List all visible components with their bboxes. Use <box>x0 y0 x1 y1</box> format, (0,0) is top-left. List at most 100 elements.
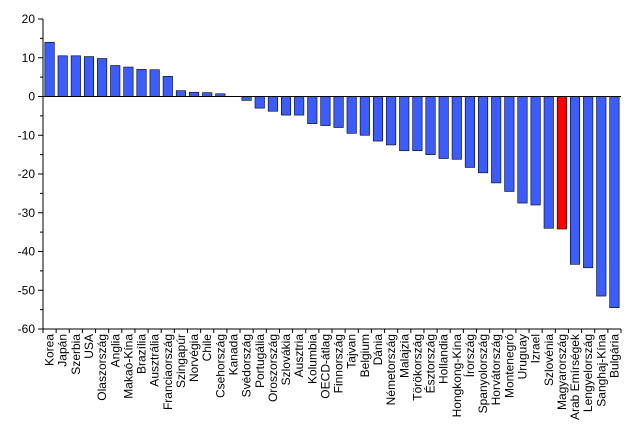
bar <box>596 96 607 297</box>
bars <box>44 41 620 308</box>
bar <box>189 91 200 97</box>
bar <box>478 96 489 174</box>
bar <box>464 96 475 168</box>
bar <box>254 96 265 109</box>
y-tick-label: -40 <box>18 245 36 259</box>
category-label: Dánia <box>371 334 385 366</box>
bar <box>359 96 370 136</box>
y-tick-label: -30 <box>18 206 36 220</box>
bar <box>386 96 397 146</box>
bar <box>438 96 449 159</box>
category-label: Japán <box>56 334 70 367</box>
category-label: Montenegró <box>502 334 516 398</box>
category-label: Szlovénia <box>542 334 556 386</box>
bar <box>70 55 81 97</box>
y-tick-label: -60 <box>18 322 36 336</box>
bar <box>97 58 108 97</box>
category-label: Írország <box>462 334 477 377</box>
category-label: Ausztrália <box>148 334 162 387</box>
bar <box>530 96 541 206</box>
bar <box>294 96 305 116</box>
category-label: Uruguay <box>515 334 529 379</box>
category-label: OECD-átlag <box>318 334 332 399</box>
bar <box>543 96 554 229</box>
category-label: Arab Emírségek <box>568 333 582 420</box>
bar <box>399 96 410 152</box>
y-tick-label: -20 <box>18 167 36 181</box>
category-label: USA <box>82 334 96 359</box>
category-label: Bulgária <box>607 334 621 378</box>
bar <box>57 55 68 97</box>
y-axis: 20 10 0 -10 -20 -30 -40 -50 -60 <box>18 12 44 336</box>
category-label: Oroszország <box>266 334 280 402</box>
category-label: Izrael <box>529 334 543 363</box>
category-label: Lengyelország <box>581 334 595 412</box>
x-axis <box>42 96 622 333</box>
bar <box>491 96 502 184</box>
category-label: Ausztria <box>292 334 306 378</box>
y-tick-label: 10 <box>22 51 36 65</box>
bar <box>44 41 55 97</box>
category-label: Norvégia <box>187 334 201 382</box>
bar <box>83 56 95 97</box>
bar <box>333 96 344 128</box>
bar <box>346 96 357 134</box>
category-label: Horvátország <box>489 334 503 405</box>
category-label: Makaó-Kína <box>121 334 135 399</box>
category-label: Hongkong-Kína <box>450 334 464 418</box>
category-label: Portugália <box>253 334 267 388</box>
bar <box>280 96 292 116</box>
bar <box>267 96 278 112</box>
category-label: Anglia <box>108 334 122 368</box>
bar <box>175 90 186 97</box>
category-label: Kolumbia <box>305 334 319 384</box>
bar <box>451 96 462 160</box>
category-label: Spanyolország <box>476 334 490 413</box>
category-labels: Korea Japán Szerbia USA Olaszország Anglia Mak… <box>43 333 622 420</box>
category-label: Csehország <box>213 334 227 398</box>
bar <box>110 65 121 97</box>
bar <box>320 96 331 126</box>
category-label: Svédország <box>240 334 254 397</box>
category-label: Brazília <box>135 334 149 374</box>
bar <box>583 96 594 269</box>
category-label: Tajvan <box>345 334 359 369</box>
bar <box>241 96 252 101</box>
category-label: Szlovákia <box>279 334 293 386</box>
bar <box>517 96 528 204</box>
category-label: Finnország <box>332 334 346 393</box>
category-label: Magyarország <box>555 334 569 410</box>
bar <box>556 96 567 230</box>
bar <box>412 96 423 152</box>
category-label: Szingapúr <box>174 334 188 388</box>
bar <box>372 96 384 142</box>
category-label: Malajzia <box>397 334 411 378</box>
bar <box>123 66 134 97</box>
y-tick-label: 0 <box>28 90 35 104</box>
category-label: Belgium <box>358 334 372 377</box>
category-label: Hollandia <box>437 334 451 384</box>
bar <box>569 96 581 265</box>
y-tick-label: -10 <box>18 128 36 142</box>
bar <box>307 96 318 124</box>
category-label: Németország <box>384 334 398 405</box>
bar <box>202 92 213 97</box>
category-label: Törökország <box>410 334 424 401</box>
bar <box>425 96 436 155</box>
bar <box>504 96 515 192</box>
category-label: Olaszország <box>95 334 109 401</box>
bar <box>136 69 147 97</box>
y-tick-label: 20 <box>22 12 36 26</box>
category-label: Franciaország <box>161 334 175 410</box>
bar <box>609 96 620 308</box>
category-label: Sanghaj-Kína <box>594 334 608 407</box>
category-label: Korea <box>43 334 57 366</box>
bar <box>149 69 160 97</box>
category-label: Észtország <box>423 334 438 393</box>
category-label: Kanada <box>226 334 240 376</box>
category-label: Szerbia <box>69 334 83 375</box>
y-tick-label: -50 <box>18 283 36 297</box>
bar <box>162 76 173 97</box>
category-label: Chile <box>200 334 214 362</box>
